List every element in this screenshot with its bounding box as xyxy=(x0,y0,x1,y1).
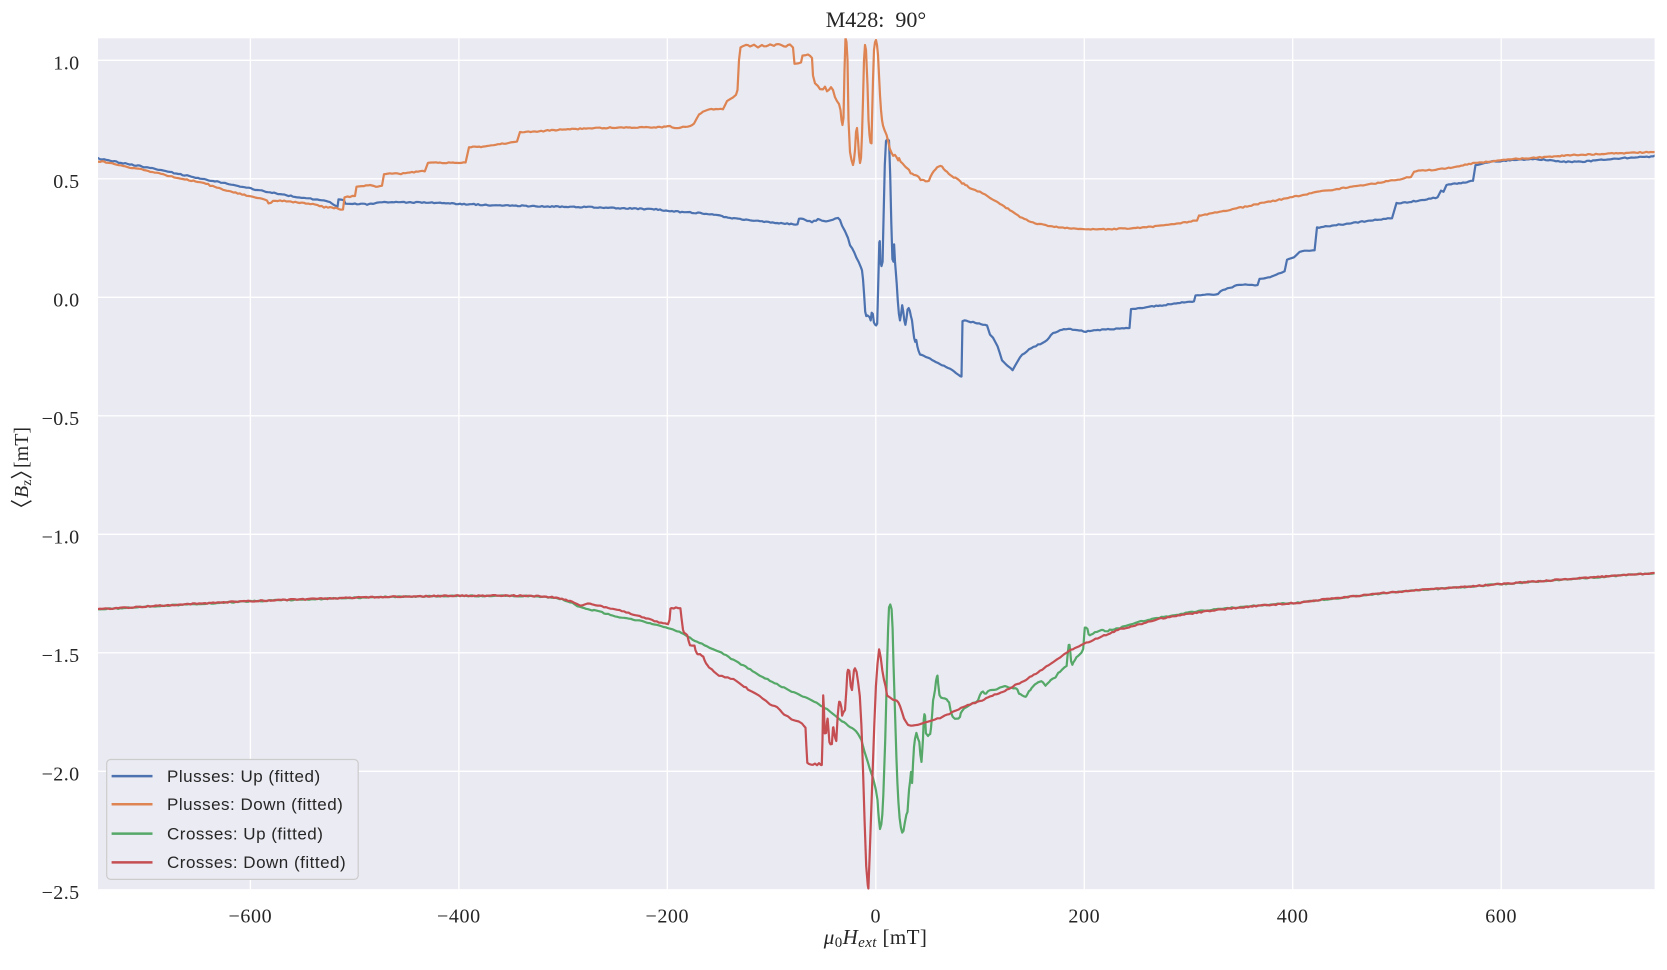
svg-text:400: 400 xyxy=(1277,906,1309,928)
svg-text:−400: −400 xyxy=(437,906,481,928)
svg-text:[mT]: [mT] xyxy=(11,427,33,468)
svg-text:−0.5: −0.5 xyxy=(42,408,80,430)
svg-text:−2.0: −2.0 xyxy=(42,764,80,786)
svg-text:−600: −600 xyxy=(229,906,273,928)
svg-text:600: 600 xyxy=(1485,906,1517,928)
svg-text:200: 200 xyxy=(1068,906,1100,928)
svg-text:Plusses: Up (fitted): Plusses: Up (fitted) xyxy=(167,767,321,786)
svg-text:0.0: 0.0 xyxy=(53,290,79,312)
svg-text:0.5: 0.5 xyxy=(53,171,79,193)
svg-text:M428: 90°: M428: 90° xyxy=(826,7,926,32)
svg-text:Crosses: Up (fitted): Crosses: Up (fitted) xyxy=(167,824,323,843)
svg-text:−1.5: −1.5 xyxy=(42,645,80,667)
svg-text:1.0: 1.0 xyxy=(53,53,79,75)
svg-text:Bz: Bz xyxy=(11,480,35,498)
svg-text:0: 0 xyxy=(870,906,881,928)
svg-text:−2.5: −2.5 xyxy=(42,882,80,904)
svg-text:μ0Hext [mT]: μ0Hext [mT] xyxy=(823,925,928,951)
svg-text:−1.0: −1.0 xyxy=(42,527,80,549)
svg-text:−200: −200 xyxy=(645,906,689,928)
svg-text:Plusses: Down (fitted): Plusses: Down (fitted) xyxy=(167,795,343,814)
svg-text:Crosses: Down (fitted): Crosses: Down (fitted) xyxy=(167,853,346,872)
